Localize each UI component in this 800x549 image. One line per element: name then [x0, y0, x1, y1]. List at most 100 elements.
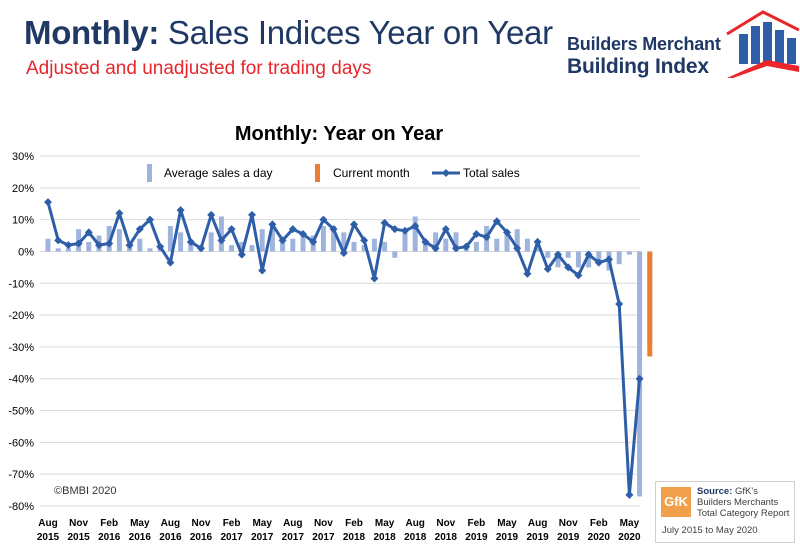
- y-tick-label: 10%: [12, 215, 34, 227]
- total-sales-point: [615, 299, 624, 308]
- bar-average-sales: [524, 238, 530, 252]
- bar-average-sales: [586, 251, 592, 268]
- x-tick-month: Feb: [468, 518, 486, 529]
- total-sales-point: [135, 225, 144, 234]
- x-tick-year: 2017: [220, 532, 243, 543]
- y-tick-label: -10%: [8, 278, 34, 290]
- x-tick-month: May: [130, 518, 150, 529]
- total-sales-point: [166, 258, 175, 267]
- total-sales-point: [156, 242, 165, 251]
- x-tick-month: Aug: [38, 518, 57, 529]
- x-tick-month: May: [620, 518, 640, 529]
- bar-average-sales: [535, 245, 541, 252]
- logo-bar: [775, 30, 784, 64]
- total-sales-point: [64, 241, 73, 250]
- source-text: Source: GfK's Builders Merchants Total C…: [697, 486, 789, 519]
- bar-average-sales: [300, 232, 306, 252]
- bar-average-sales: [412, 216, 418, 252]
- legend-label-average: Average sales a day: [164, 166, 273, 180]
- bar-current-month: [647, 251, 653, 357]
- chart-title: Monthly: Year on Year: [235, 123, 443, 145]
- total-sales-point: [186, 237, 195, 246]
- yoy-chart: Monthly: Year on Year 30% 20% 10% 0% -10% -20…: [8, 123, 653, 543]
- legend-label-total: Total sales: [463, 166, 520, 180]
- total-sales-point: [197, 244, 205, 253]
- total-sales-series: [44, 198, 644, 499]
- bar-average-sales: [116, 229, 122, 252]
- total-sales-point: [176, 206, 185, 215]
- x-tick-month: Aug: [405, 518, 424, 529]
- page-title-bold: Monthly:: [24, 14, 160, 51]
- total-sales-point: [44, 198, 52, 207]
- total-sales-point: [105, 239, 114, 248]
- bar-average-sales: [86, 241, 92, 252]
- y-tick-label: -60%: [8, 437, 34, 449]
- x-tick-month: May: [375, 518, 395, 529]
- bar-average-sales: [45, 238, 51, 252]
- total-sales-point: [533, 237, 542, 246]
- total-sales-point: [258, 266, 267, 275]
- total-sales-point: [594, 258, 603, 267]
- bar-average-sales: [555, 251, 561, 268]
- logo-swoosh: [727, 60, 799, 78]
- total-sales-point: [584, 250, 593, 259]
- logo-roof: [726, 10, 799, 36]
- bmbi-logo: [726, 10, 799, 78]
- total-sales-point: [217, 236, 226, 245]
- bar-average-sales: [351, 241, 357, 252]
- logo-text-line1: Builders Merchant: [567, 34, 721, 54]
- bar-average-sales: [453, 232, 459, 252]
- total-sales-point: [574, 271, 583, 280]
- gridlines: [40, 155, 640, 507]
- source-line3: Total Category Report: [697, 508, 790, 519]
- y-tick-label: 0%: [18, 246, 34, 258]
- logo-bar: [787, 38, 796, 64]
- total-sales-point: [350, 220, 358, 229]
- bar-average-sales: [208, 232, 214, 252]
- bar-average-sales: [55, 248, 61, 252]
- x-tick-year: 2020: [618, 532, 641, 543]
- bar-average-sales: [259, 229, 265, 252]
- gfk-logo: GfK: [661, 487, 691, 517]
- x-tick-year: 2017: [312, 532, 335, 543]
- bar-average-sales: [188, 241, 194, 252]
- x-tick-year: 2020: [588, 532, 611, 543]
- total-sales-point: [452, 244, 460, 253]
- y-axis-ticks: 30% 20% 10% 0% -10% -20% -30% -40% -50% -60% -70% -…: [8, 151, 34, 513]
- x-tick-month: Nov: [69, 518, 88, 529]
- source-name: GfK's: [735, 486, 758, 497]
- page-title-rest: Sales Indices Year on Year: [159, 14, 553, 51]
- source-label: Source:: [697, 486, 733, 497]
- total-sales-point: [472, 229, 481, 238]
- bar-average-sales: [565, 251, 571, 258]
- x-tick-year: 2016: [190, 532, 213, 543]
- total-sales-point: [54, 236, 63, 245]
- y-tick-label: -40%: [8, 374, 34, 386]
- bar-average-sales: [545, 251, 551, 258]
- x-tick-year: 2017: [282, 532, 305, 543]
- bar-average-sales: [596, 251, 602, 261]
- total-sales-point: [370, 274, 379, 283]
- total-sales-point: [390, 225, 399, 234]
- x-tick-month: Nov: [559, 518, 578, 529]
- logo-bar: [739, 34, 748, 64]
- bar-average-sales: [147, 248, 153, 252]
- bar-average-sales: [229, 245, 235, 252]
- bar-average-sales: [443, 238, 449, 252]
- bar-average-sales: [422, 241, 428, 252]
- total-sales-point: [380, 218, 389, 227]
- bar-average-sales: [473, 241, 479, 252]
- total-sales-point: [360, 236, 369, 245]
- total-sales-point: [268, 220, 277, 229]
- total-sales-point: [605, 255, 613, 264]
- bar-average-sales: [239, 241, 245, 252]
- bar-average-sales: [249, 245, 255, 252]
- bar-average-sales: [616, 251, 622, 265]
- x-tick-year: 2016: [129, 532, 152, 543]
- logo-bar: [763, 22, 772, 64]
- total-sales-point: [441, 225, 450, 234]
- x-tick-year: 2019: [465, 532, 488, 543]
- bar-average-sales: [137, 238, 143, 252]
- x-tick-year: 2018: [435, 532, 458, 543]
- x-tick-year: 2015: [67, 532, 90, 543]
